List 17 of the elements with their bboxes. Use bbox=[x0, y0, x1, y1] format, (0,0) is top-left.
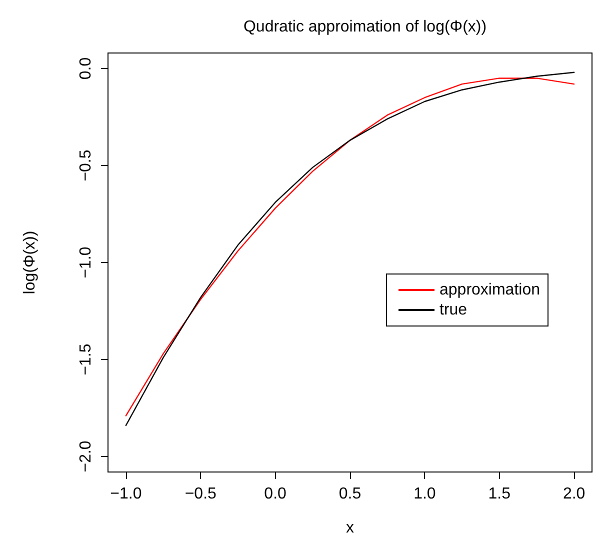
x-tick-label: −0.5 bbox=[184, 486, 217, 502]
legend-label: approximation bbox=[440, 282, 540, 298]
y-tick-label: −0.5 bbox=[78, 150, 94, 182]
x-tick-label: 1.0 bbox=[414, 486, 436, 502]
y-tick-label: −1.0 bbox=[78, 246, 94, 278]
y-tick-label: −1.5 bbox=[78, 344, 94, 376]
x-tick-label: 1.5 bbox=[488, 486, 511, 502]
y-axis-title: log(Φ(x)) bbox=[22, 230, 38, 294]
y-tick-label: 0.0 bbox=[78, 57, 94, 80]
legend-label: true bbox=[440, 302, 468, 318]
x-tick-label: 0.5 bbox=[338, 486, 362, 502]
x-axis-title: x bbox=[346, 520, 354, 536]
chart-title: Qudratic approimation of log(Φ(x)) bbox=[243, 18, 487, 36]
y-tick-label: −2.0 bbox=[78, 440, 94, 472]
x-tick-label: −1.0 bbox=[110, 486, 142, 502]
x-tick-label: 0.0 bbox=[264, 486, 287, 502]
x-tick-label: 2.0 bbox=[562, 486, 586, 502]
